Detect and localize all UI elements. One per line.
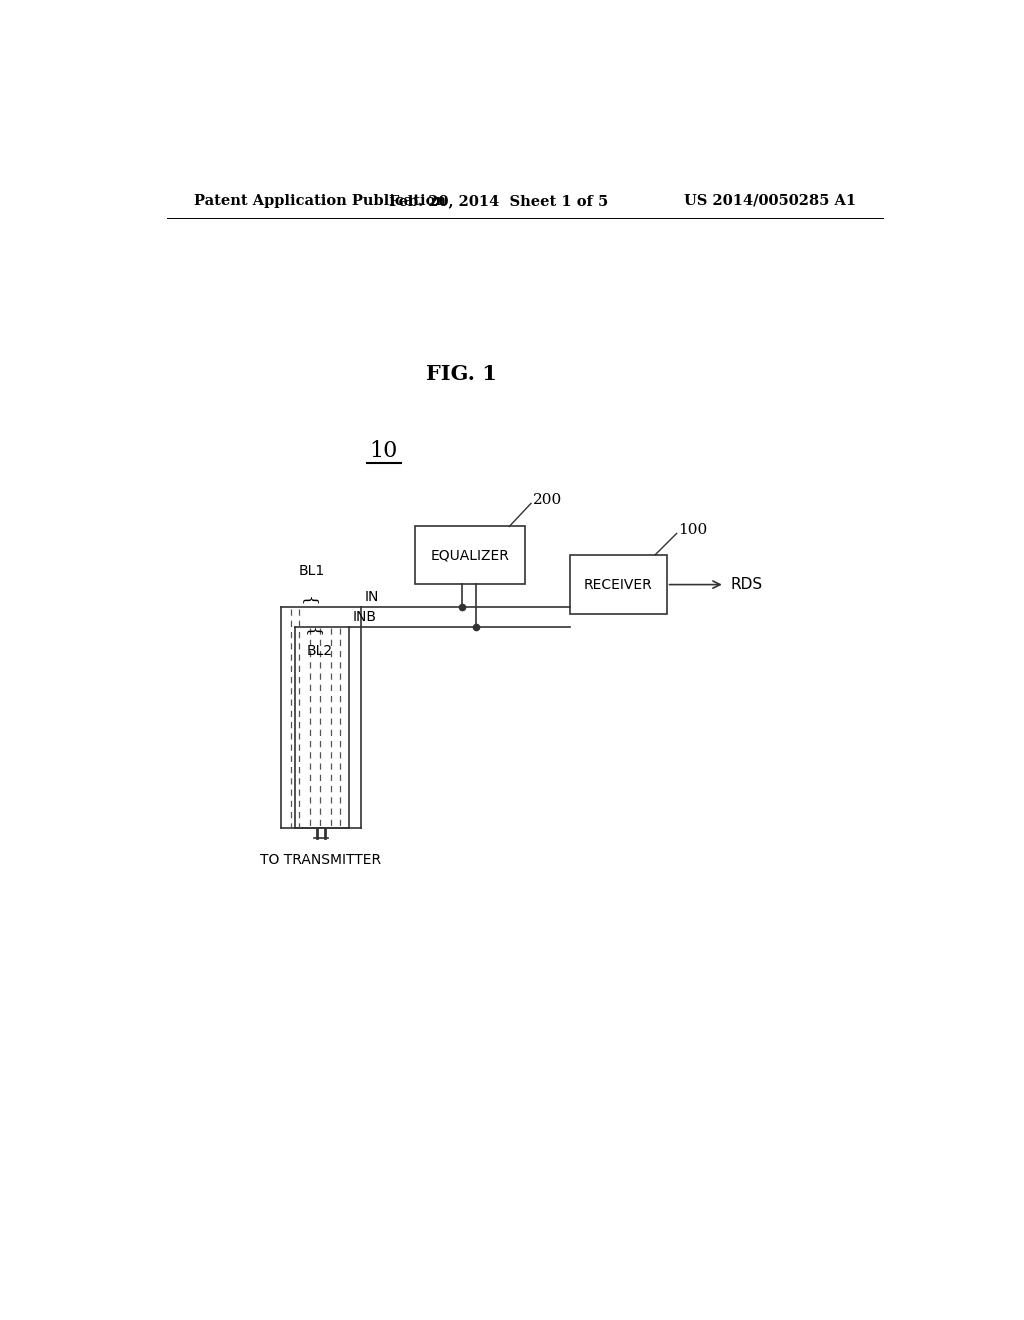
Bar <box>415 527 524 585</box>
Text: RDS: RDS <box>731 577 763 593</box>
Text: INB: INB <box>352 610 377 624</box>
Text: IN: IN <box>365 590 379 603</box>
Text: 200: 200 <box>532 492 562 507</box>
Text: FIG. 1: FIG. 1 <box>426 364 497 384</box>
Text: 100: 100 <box>678 523 708 536</box>
Text: {: { <box>304 627 321 638</box>
Text: {: { <box>300 595 317 606</box>
Text: Patent Application Publication: Patent Application Publication <box>194 194 445 207</box>
Text: EQUALIZER: EQUALIZER <box>430 548 509 562</box>
Bar <box>569 554 667 614</box>
Text: BL1: BL1 <box>299 564 325 578</box>
Text: US 2014/0050285 A1: US 2014/0050285 A1 <box>684 194 856 207</box>
Text: RECEIVER: RECEIVER <box>584 578 652 591</box>
Text: Feb. 20, 2014  Sheet 1 of 5: Feb. 20, 2014 Sheet 1 of 5 <box>389 194 608 207</box>
Text: 10: 10 <box>370 440 398 462</box>
Text: BL2: BL2 <box>306 644 333 659</box>
Text: TO TRANSMITTER: TO TRANSMITTER <box>260 853 382 867</box>
